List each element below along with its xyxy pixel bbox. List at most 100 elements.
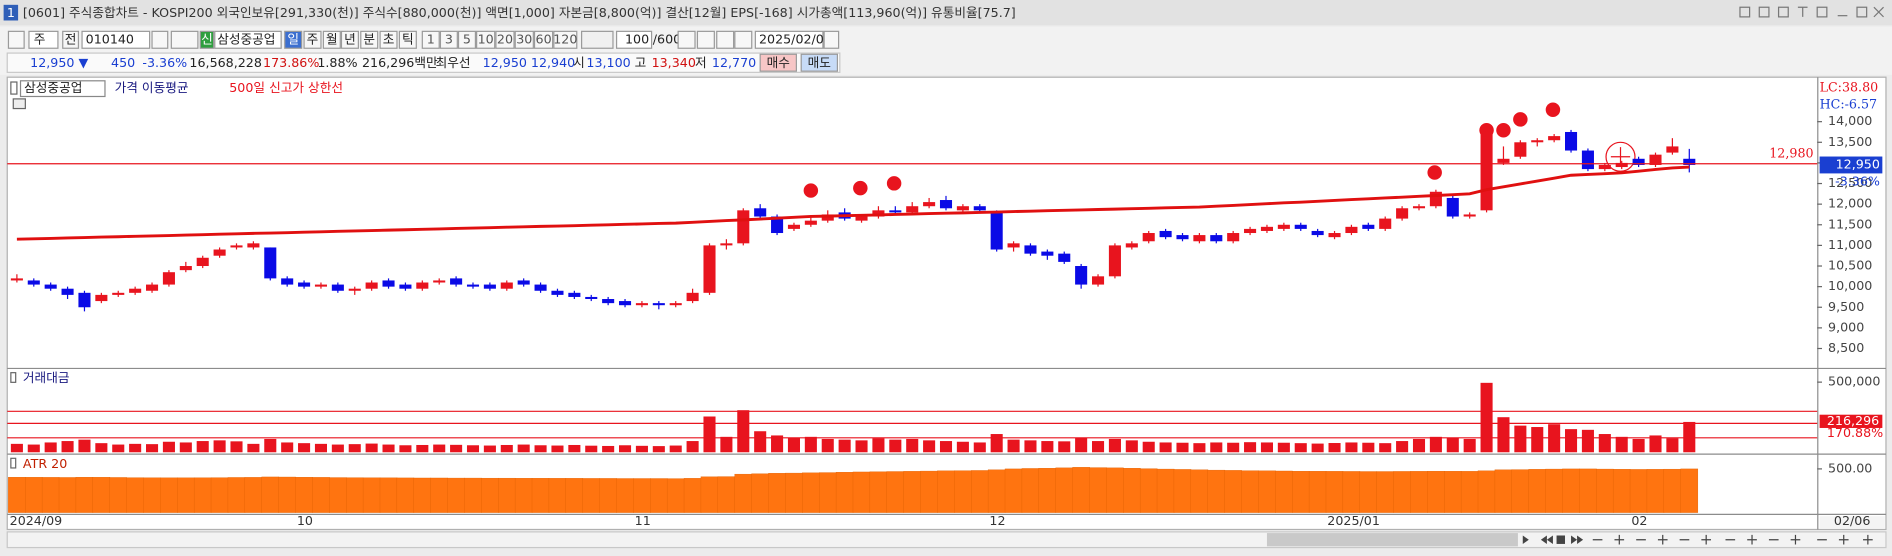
scroll-btn[interactable] — [1540, 535, 1553, 544]
candle-body — [1463, 214, 1476, 217]
stock-name[interactable]: 삼성중공업 — [217, 31, 275, 46]
interval-label[interactable]: 30 — [516, 31, 532, 46]
interval-btn[interactable] — [439, 30, 458, 49]
quote-turnover: 1.88% — [317, 55, 357, 70]
interval-btn[interactable] — [457, 30, 477, 49]
tool-icon[interactable] — [696, 30, 715, 49]
bar — [346, 477, 364, 513]
bar — [751, 473, 769, 513]
period-btn[interactable] — [284, 30, 303, 49]
ctrl[interactable] — [1797, 6, 1808, 17]
ctrl[interactable] — [1739, 6, 1751, 18]
interval-label[interactable]: 120 — [553, 31, 577, 46]
new-badge-text[interactable]: 신 — [201, 31, 213, 46]
interval-btn[interactable] — [495, 30, 515, 49]
sell-btn[interactable] — [800, 53, 839, 72]
bar — [971, 470, 989, 513]
bar — [1258, 470, 1276, 513]
interval-btn[interactable] — [514, 30, 534, 49]
zoom-btns[interactable] — [1592, 534, 1873, 545]
name-box[interactable] — [214, 30, 282, 49]
interval-btn[interactable] — [533, 30, 554, 49]
ctrl[interactable] — [1856, 6, 1868, 18]
candle-body — [872, 210, 885, 217]
bar — [379, 477, 398, 513]
candle-body — [1007, 243, 1020, 248]
period-btn[interactable] — [322, 30, 341, 49]
calendar-btn[interactable] — [823, 30, 840, 49]
interval-btn[interactable] — [421, 30, 440, 49]
interval-label[interactable]: 20 — [497, 31, 513, 46]
buy-btn[interactable] — [759, 53, 797, 72]
candle-body — [568, 292, 581, 297]
candle-body — [95, 294, 108, 302]
interval-select[interactable] — [580, 30, 614, 49]
search-btn[interactable] — [170, 30, 199, 49]
bar — [1173, 469, 1192, 513]
code-input[interactable] — [81, 30, 151, 49]
scroll-btn[interactable] — [1522, 535, 1529, 544]
bar — [821, 438, 834, 453]
scrollbar[interactable] — [6, 531, 1887, 549]
period-btn[interactable] — [340, 30, 359, 49]
period-label[interactable]: 일 — [287, 31, 299, 46]
market[interactable]: 주 — [34, 31, 46, 46]
period-label[interactable]: 년 — [344, 31, 356, 46]
market-select[interactable] — [28, 30, 59, 49]
tool-icon[interactable] — [734, 30, 753, 49]
bar — [177, 477, 195, 513]
bar — [244, 477, 263, 513]
interval-label[interactable]: 10 — [478, 31, 494, 46]
count[interactable]: 100 — [625, 31, 649, 46]
ctrl[interactable] — [1777, 6, 1789, 18]
count-input[interactable] — [615, 30, 653, 49]
code[interactable]: 010140 — [86, 31, 134, 46]
search-btn[interactable] — [151, 30, 169, 49]
bar — [312, 477, 330, 513]
candle-body — [1210, 235, 1223, 242]
new-badge[interactable] — [199, 30, 215, 49]
max-count: /600 — [653, 31, 681, 46]
period-label[interactable]: 틱 — [402, 31, 414, 46]
y-tick-label: 8,500 — [1828, 340, 1864, 355]
date-input[interactable] — [754, 30, 824, 49]
bar — [720, 436, 733, 453]
bar — [869, 471, 888, 513]
candle-body — [1041, 251, 1054, 256]
period-btn[interactable] — [379, 30, 398, 49]
ctrl[interactable] — [1873, 6, 1884, 18]
scope[interactable]: 전 — [65, 31, 77, 46]
candle-body — [61, 288, 74, 295]
period-btn[interactable] — [398, 30, 417, 49]
interval-btn[interactable] — [553, 30, 578, 49]
scroll-thumb[interactable] — [1266, 533, 1518, 547]
period-label[interactable]: 주 — [307, 31, 319, 46]
icon-btn[interactable] — [7, 30, 25, 49]
scope-select[interactable] — [62, 30, 80, 49]
ctrl[interactable] — [1758, 6, 1770, 18]
tool-icon[interactable] — [716, 30, 735, 49]
period-label[interactable]: 초 — [383, 31, 395, 46]
quote-change-pct: -3.36% — [142, 55, 187, 70]
bar — [92, 477, 111, 513]
interval-label[interactable]: 1 — [427, 31, 435, 46]
interval-label[interactable]: 3 — [445, 31, 453, 46]
bar — [619, 445, 632, 453]
y-tick-label: 500.00 — [1828, 460, 1872, 475]
ctrl[interactable] — [1816, 6, 1828, 18]
scroll-btn[interactable] — [1556, 535, 1566, 544]
date[interactable]: 2025/02/06 — [759, 31, 832, 46]
candle-body — [1379, 218, 1392, 229]
bar — [703, 416, 716, 453]
interval-label[interactable]: 60 — [536, 31, 552, 46]
tool-icon[interactable] — [677, 30, 696, 49]
buy-label[interactable]: 매수 — [767, 55, 790, 70]
sell-label[interactable]: 매도 — [808, 55, 831, 70]
scroll-btn[interactable] — [1571, 535, 1584, 544]
period-btn[interactable] — [360, 30, 379, 49]
interval-btn[interactable] — [476, 30, 496, 49]
period-label[interactable]: 분 — [363, 31, 375, 46]
period-btn[interactable] — [303, 30, 322, 49]
period-label[interactable]: 월 — [326, 31, 338, 46]
interval-label[interactable]: 5 — [463, 31, 471, 46]
